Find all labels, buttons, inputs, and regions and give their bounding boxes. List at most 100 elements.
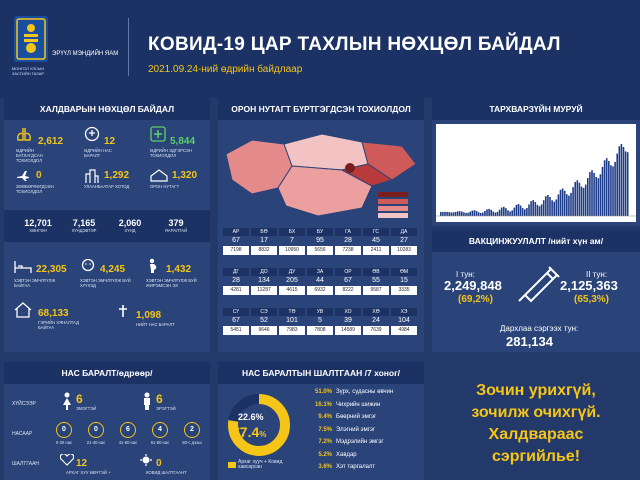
donut-legend-swatch [228, 462, 236, 468]
curve-bar [494, 212, 497, 216]
district-daily: 39 [344, 317, 352, 324]
age-deaths-panel: НАС БАРАЛТ/өдрөөр/ [4, 362, 210, 480]
soyombo-emblem-icon [14, 16, 48, 62]
map-legend-2 [378, 199, 408, 204]
virus-icon [140, 454, 152, 466]
district-total: 8832 [251, 246, 277, 255]
slogan-box [432, 362, 640, 480]
map-legend-3 [378, 206, 408, 211]
curve-bar [490, 209, 492, 216]
child-icon [81, 258, 95, 272]
age-deaths-title: НАС БАРАЛТ/өдрөөр/ [4, 362, 210, 384]
inpatients-value: 22,305 [36, 264, 67, 275]
curve-bar [551, 200, 553, 216]
district-daily: 205 [286, 277, 298, 284]
curve-bar [530, 201, 532, 216]
curve-bar [488, 208, 490, 216]
curve-bar [620, 143, 623, 216]
causes-panel: НАС БАРАЛТЫН ШАЛТГААН /7 хоног/ [218, 362, 424, 480]
pregnant-patients-label: ХЭВТЭН ЭМЧЛҮҮЛЖ БУЙ ЖИРЭМСЭН ЭХ [146, 278, 197, 288]
curve-bar [440, 212, 442, 216]
district-total: 7198 [223, 246, 249, 255]
ub-label: УЛААНБААТАР ХОТОД [84, 184, 130, 189]
district-code: ОР [335, 268, 361, 276]
district-code: ЗА [307, 268, 333, 276]
daily-deaths-label: ӨДРИЙН НАС БАРАЛТ [84, 148, 112, 158]
curve-bar [463, 212, 465, 216]
curve-bar [465, 212, 467, 216]
cause-item: 7.5% Элэгний эмгэг [308, 424, 420, 437]
district-total: 5656 [307, 246, 333, 255]
lungs-icon [17, 128, 31, 141]
district-total: 2411 [363, 246, 389, 255]
female-icon [63, 392, 71, 410]
map-legend-1 [378, 192, 408, 197]
district-daily: 67 [232, 317, 240, 324]
district-code: ГС [363, 228, 389, 236]
curve-bar [471, 210, 474, 216]
total-deaths-label: НИЙТ НАС БАРАЛТ [136, 322, 175, 327]
severity-severe: 2,060 ХҮНД [118, 218, 142, 233]
curve-bar [561, 188, 564, 216]
curve-bar [597, 178, 600, 216]
age-80-plus-label: 80-с дээш [182, 440, 202, 445]
district-code: УВ [307, 308, 333, 316]
ger-icon [150, 169, 168, 182]
ministry-name: ЭРҮҮЛ МЭНДИЙН ЯАМ [52, 51, 119, 57]
curve-bar [566, 194, 568, 216]
curve-bar [538, 206, 541, 216]
mongolia-map [225, 133, 417, 218]
booster-label: Дархлаа сэргээх тун: [500, 324, 579, 333]
curve-bar [555, 199, 558, 216]
daily-recovered-value: 5,844 [170, 136, 196, 147]
total-deaths-value: 1,098 [136, 310, 162, 321]
curve-bar [484, 211, 486, 216]
district-total: 4281 [223, 286, 249, 295]
district-code: ДГ [223, 268, 249, 276]
curve-bar [528, 204, 530, 216]
district-daily: 28 [344, 237, 352, 244]
district-daily: 44 [316, 277, 324, 284]
severity-mild: 12,701 ХӨНГӨН [24, 218, 52, 233]
age-21-40-label: 21-40 нас [86, 440, 106, 445]
dose1-value: 2,249,848 [444, 278, 502, 293]
district-code: СҮ [223, 308, 249, 316]
curve-bar [444, 211, 446, 216]
cause-label: Бөөрний эмгэг [336, 414, 377, 421]
logo: МОНГОЛ УЛСЫН ЗАСГИЙН ГАЗАР ЭРҮҮЛ МЭНДИЙН… [0, 0, 128, 94]
district-total: 8222 [335, 286, 361, 295]
curve-bar [584, 184, 587, 216]
donut-small-pct: 22.6% [238, 412, 264, 422]
curve-bar [477, 212, 480, 216]
curve-bar [574, 181, 576, 216]
curve-bar [473, 210, 476, 216]
district-code: ДО [251, 268, 277, 276]
cause-pct: 16.1% [314, 401, 332, 408]
curve-bar [467, 212, 469, 216]
cause-item: 7.2% Мэдрэлийн эмгэг [308, 436, 420, 449]
district-code: ГА [335, 228, 361, 236]
child-patients-label: ХЭВТЭН ЭМЧЛҮҮЛЖ БУЙ ХҮҮХЭД [80, 278, 131, 288]
curve-bar [505, 208, 507, 216]
recovered-icon [150, 126, 166, 142]
curve-bar [500, 207, 503, 216]
district-daily: 67 [344, 277, 352, 284]
district-daily: 45 [372, 237, 380, 244]
curve-bar [496, 211, 499, 216]
curve-bar [509, 211, 511, 216]
curve-bar [599, 174, 602, 216]
covid-cause-value: 0 [156, 458, 162, 469]
curve-bar [519, 205, 522, 216]
map-region-south [277, 165, 373, 217]
daily-recovered-label: ӨДРИЙН ЭДГЭРСЭН ТОХИОЛДОЛ [150, 148, 192, 158]
curve-bar [624, 151, 627, 216]
district-code: ХӨ [363, 308, 389, 316]
district-total: 5451 [223, 326, 249, 335]
curve-bar [610, 165, 612, 216]
age-80-plus-value: 2 [184, 422, 200, 438]
cause-item: 51.0% Зүрх, судасны өвчин [308, 386, 420, 399]
curve-bar [612, 166, 614, 216]
curve-bar [475, 210, 478, 216]
map-legend-4 [378, 213, 408, 218]
cause-label: Зүрх, судасны өвчин [336, 389, 394, 396]
